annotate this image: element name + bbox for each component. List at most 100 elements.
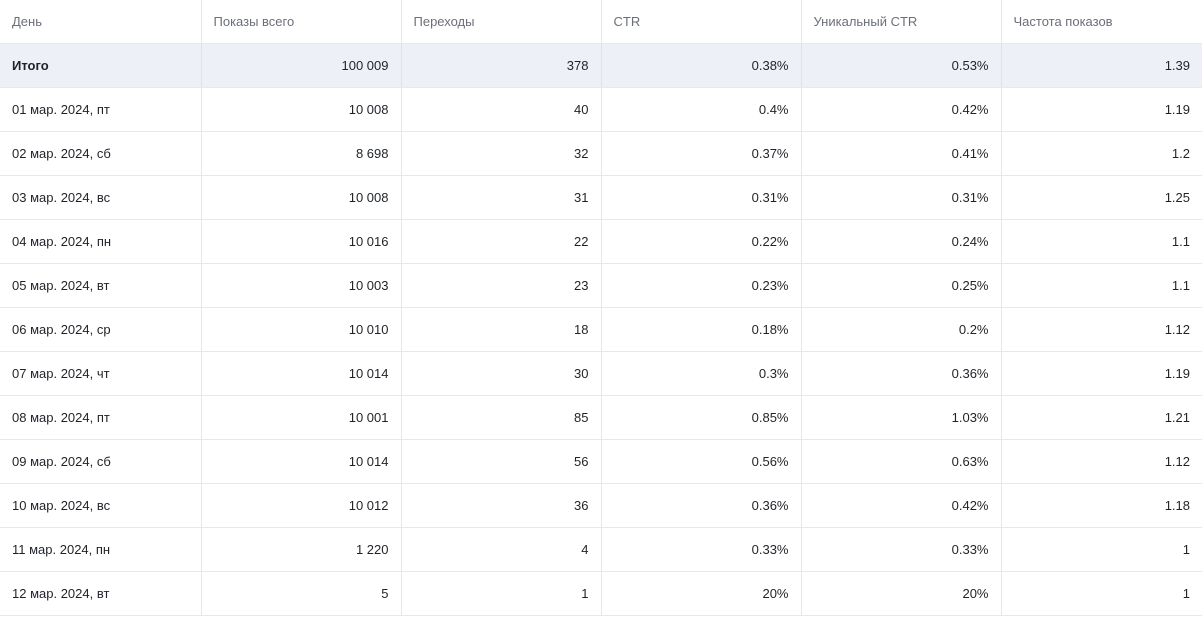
table-row: 11 мар. 2024, пн 1 220 4 0.33% 0.33% 1 (0, 527, 1202, 572)
table-row: 03 мар. 2024, вс 10 008 31 0.31% 0.31% 1.25 (0, 175, 1202, 220)
cell-clicks: 30 (401, 351, 602, 396)
cell-frequency: 1.1 (1001, 263, 1202, 308)
cell-clicks: 85 (401, 395, 602, 440)
cell-day: 05 мар. 2024, вт (0, 263, 202, 308)
cell-ctr: 0.36% (601, 483, 802, 528)
cell-impressions: 10 003 (201, 263, 402, 308)
cell-impressions: 5 (201, 571, 402, 616)
cell-ctr: 0.3% (601, 351, 802, 396)
cell-day: 09 мар. 2024, сб (0, 439, 202, 484)
table-header: День Показы всего Переходы CTR Уникальны… (0, 0, 1202, 44)
cell-ctr: 0.31% (601, 175, 802, 220)
cell-clicks: 18 (401, 307, 602, 352)
cell-ctr: 0.18% (601, 307, 802, 352)
cell-ctr: 0.37% (601, 131, 802, 176)
cell-frequency: 1.21 (1001, 395, 1202, 440)
table-row: 05 мар. 2024, вт 10 003 23 0.23% 0.25% 1.1 (0, 263, 1202, 308)
table-row: 09 мар. 2024, сб 10 014 56 0.56% 0.63% 1.12 (0, 439, 1202, 484)
cell-clicks: 40 (401, 87, 602, 132)
table-row: 01 мар. 2024, пт 10 008 40 0.4% 0.42% 1.19 (0, 87, 1202, 132)
cell-ctr: 0.4% (601, 87, 802, 132)
cell-impressions: 1 220 (201, 527, 402, 572)
cell-unique-ctr: 0.24% (801, 219, 1002, 264)
cell-ctr: 0.22% (601, 219, 802, 264)
cell-day: 08 мар. 2024, пт (0, 395, 202, 440)
cell-impressions: 10 001 (201, 395, 402, 440)
cell-unique-ctr: 1.03% (801, 395, 1002, 440)
cell-impressions: 10 016 (201, 219, 402, 264)
cell-day: 01 мар. 2024, пт (0, 87, 202, 132)
cell-day: 11 мар. 2024, пн (0, 527, 202, 572)
cell-clicks: 36 (401, 483, 602, 528)
total-frequency: 1.39 (1001, 43, 1202, 88)
cell-day: 10 мар. 2024, вс (0, 483, 202, 528)
total-clicks: 378 (401, 43, 602, 88)
cell-impressions: 10 008 (201, 175, 402, 220)
total-ctr: 0.38% (601, 43, 802, 88)
cell-impressions: 10 014 (201, 351, 402, 396)
header-row: День Показы всего Переходы CTR Уникальны… (0, 0, 1202, 44)
total-label: Итого (0, 43, 202, 88)
cell-impressions: 10 012 (201, 483, 402, 528)
cell-frequency: 1.19 (1001, 351, 1202, 396)
cell-ctr: 0.33% (601, 527, 802, 572)
table-row: 08 мар. 2024, пт 10 001 85 0.85% 1.03% 1.21 (0, 395, 1202, 440)
cell-day: 06 мар. 2024, ср (0, 307, 202, 352)
cell-unique-ctr: 0.33% (801, 527, 1002, 572)
cell-ctr: 0.85% (601, 395, 802, 440)
cell-unique-ctr: 0.42% (801, 87, 1002, 132)
total-unique-ctr: 0.53% (801, 43, 1002, 88)
cell-ctr: 0.56% (601, 439, 802, 484)
cell-frequency: 1.2 (1001, 131, 1202, 176)
cell-impressions: 8 698 (201, 131, 402, 176)
total-impressions: 100 009 (201, 43, 402, 88)
total-row: Итого 100 009 378 0.38% 0.53% 1.39 (0, 43, 1202, 88)
cell-day: 02 мар. 2024, сб (0, 131, 202, 176)
cell-frequency: 1.19 (1001, 87, 1202, 132)
cell-unique-ctr: 20% (801, 571, 1002, 616)
table-row: 02 мар. 2024, сб 8 698 32 0.37% 0.41% 1.2 (0, 131, 1202, 176)
cell-unique-ctr: 0.63% (801, 439, 1002, 484)
table-row: 06 мар. 2024, ср 10 010 18 0.18% 0.2% 1.12 (0, 307, 1202, 352)
cell-impressions: 10 014 (201, 439, 402, 484)
table-row: 12 мар. 2024, вт 5 1 20% 20% 1 (0, 571, 1202, 616)
cell-unique-ctr: 0.41% (801, 131, 1002, 176)
cell-impressions: 10 008 (201, 87, 402, 132)
cell-clicks: 4 (401, 527, 602, 572)
cell-day: 12 мар. 2024, вт (0, 571, 202, 616)
column-header-clicks[interactable]: Переходы (401, 0, 602, 44)
cell-clicks: 23 (401, 263, 602, 308)
cell-frequency: 1 (1001, 571, 1202, 616)
column-header-ctr[interactable]: CTR (601, 0, 802, 44)
cell-frequency: 1.25 (1001, 175, 1202, 220)
cell-clicks: 1 (401, 571, 602, 616)
cell-impressions: 10 010 (201, 307, 402, 352)
column-header-day[interactable]: День (0, 0, 202, 44)
table-row: 10 мар. 2024, вс 10 012 36 0.36% 0.42% 1.18 (0, 483, 1202, 528)
cell-unique-ctr: 0.25% (801, 263, 1002, 308)
cell-frequency: 1.12 (1001, 439, 1202, 484)
cell-day: 03 мар. 2024, вс (0, 175, 202, 220)
cell-unique-ctr: 0.2% (801, 307, 1002, 352)
cell-clicks: 32 (401, 131, 602, 176)
cell-day: 04 мар. 2024, пн (0, 219, 202, 264)
cell-clicks: 56 (401, 439, 602, 484)
column-header-unique-ctr[interactable]: Уникальный CTR (801, 0, 1002, 44)
table-row: 04 мар. 2024, пн 10 016 22 0.22% 0.24% 1.1 (0, 219, 1202, 264)
cell-clicks: 22 (401, 219, 602, 264)
cell-frequency: 1.18 (1001, 483, 1202, 528)
column-header-frequency[interactable]: Частота показов (1001, 0, 1202, 44)
cell-unique-ctr: 0.42% (801, 483, 1002, 528)
column-header-impressions[interactable]: Показы всего (201, 0, 402, 44)
cell-clicks: 31 (401, 175, 602, 220)
cell-day: 07 мар. 2024, чт (0, 351, 202, 396)
table-row: 07 мар. 2024, чт 10 014 30 0.3% 0.36% 1.19 (0, 351, 1202, 396)
table-body: Итого 100 009 378 0.38% 0.53% 1.39 01 ма… (0, 43, 1202, 616)
cell-ctr: 20% (601, 571, 802, 616)
cell-frequency: 1.1 (1001, 219, 1202, 264)
cell-frequency: 1 (1001, 527, 1202, 572)
cell-ctr: 0.23% (601, 263, 802, 308)
cell-frequency: 1.12 (1001, 307, 1202, 352)
cell-unique-ctr: 0.31% (801, 175, 1002, 220)
